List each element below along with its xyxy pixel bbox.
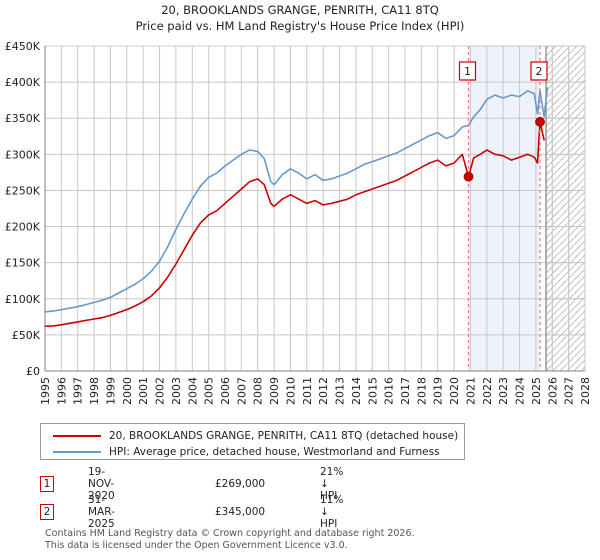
transaction-row-1: 1 19-NOV-2020 £269,000 21% ↓ HPI bbox=[40, 466, 343, 502]
chart-legend: 20, BROOKLANDS GRANGE, PENRITH, CA11 8TQ… bbox=[40, 423, 465, 460]
svg-text:2013: 2013 bbox=[334, 377, 347, 405]
transaction-date-2: 31-MAR-2025 bbox=[88, 494, 115, 530]
svg-text:2014: 2014 bbox=[350, 377, 363, 405]
legend-item-hpi: HPI: Average price, detached house, West… bbox=[41, 444, 464, 460]
svg-text:£450K: £450K bbox=[5, 40, 41, 53]
svg-text:2025: 2025 bbox=[530, 377, 543, 405]
footer-line2: This data is licensed under the Open Gov… bbox=[45, 539, 348, 551]
svg-text:2: 2 bbox=[536, 65, 543, 78]
svg-text:2003: 2003 bbox=[170, 377, 183, 405]
transaction-badge-1: 1 bbox=[40, 476, 54, 492]
svg-text:£100K: £100K bbox=[5, 293, 41, 306]
svg-text:1: 1 bbox=[464, 65, 471, 78]
svg-text:£400K: £400K bbox=[5, 76, 41, 89]
svg-text:2005: 2005 bbox=[203, 377, 216, 405]
footer-attribution: Contains HM Land Registry data © Crown c… bbox=[45, 528, 585, 551]
transaction-row-2: 2 31-MAR-2025 £345,000 11% ↓ HPI bbox=[40, 494, 343, 530]
page-title-line2: Price paid vs. HM Land Registry's House … bbox=[135, 19, 465, 33]
svg-text:£0: £0 bbox=[26, 365, 40, 378]
svg-text:2006: 2006 bbox=[219, 377, 232, 405]
svg-text:2011: 2011 bbox=[301, 377, 314, 405]
svg-text:1995: 1995 bbox=[39, 377, 52, 405]
svg-text:2028: 2028 bbox=[579, 377, 592, 405]
footer-line1: Contains HM Land Registry data © Crown c… bbox=[45, 528, 415, 539]
svg-text:2012: 2012 bbox=[317, 377, 330, 405]
transaction-price-1: £269,000 bbox=[215, 478, 266, 490]
transaction-hpi-delta-1: 21% ↓ HPI bbox=[320, 466, 344, 502]
svg-text:£350K: £350K bbox=[5, 112, 41, 125]
svg-text:2026: 2026 bbox=[546, 377, 559, 405]
svg-text:2018: 2018 bbox=[415, 377, 428, 405]
svg-text:2021: 2021 bbox=[464, 377, 477, 405]
svg-text:2023: 2023 bbox=[497, 377, 510, 405]
svg-text:2008: 2008 bbox=[252, 377, 265, 405]
legend-label-price-paid: 20, BROOKLANDS GRANGE, PENRITH, CA11 8TQ… bbox=[109, 430, 459, 442]
svg-text:2004: 2004 bbox=[186, 377, 199, 405]
svg-text:1996: 1996 bbox=[55, 377, 68, 405]
svg-text:1997: 1997 bbox=[72, 377, 85, 405]
svg-text:2007: 2007 bbox=[235, 377, 248, 405]
svg-text:£250K: £250K bbox=[5, 184, 41, 197]
svg-text:2019: 2019 bbox=[432, 377, 445, 405]
svg-text:2009: 2009 bbox=[268, 377, 281, 405]
transaction-date-1: 19-NOV-2020 bbox=[88, 466, 115, 502]
transaction-badge-2: 2 bbox=[40, 504, 54, 520]
svg-text:2027: 2027 bbox=[563, 377, 576, 405]
svg-text:£200K: £200K bbox=[5, 221, 41, 234]
svg-text:2015: 2015 bbox=[366, 377, 379, 405]
svg-text:£150K: £150K bbox=[5, 257, 41, 270]
svg-text:2017: 2017 bbox=[399, 377, 412, 405]
svg-text:2020: 2020 bbox=[448, 377, 461, 405]
svg-text:£300K: £300K bbox=[5, 148, 41, 161]
svg-text:2000: 2000 bbox=[121, 377, 134, 405]
svg-text:1998: 1998 bbox=[88, 377, 101, 405]
svg-text:2024: 2024 bbox=[514, 377, 527, 405]
svg-text:2002: 2002 bbox=[154, 377, 167, 405]
legend-swatch-hpi bbox=[53, 451, 101, 453]
svg-text:2016: 2016 bbox=[383, 377, 396, 405]
legend-label-hpi: HPI: Average price, detached house, West… bbox=[109, 446, 440, 458]
page-title-line1: 20, BROOKLANDS GRANGE, PENRITH, CA11 8TQ bbox=[161, 3, 439, 17]
chart-svg: £0 £50K £100K £150K £200K £250K £300K £350K £400… bbox=[5, 40, 592, 405]
svg-text:1999: 1999 bbox=[104, 377, 117, 405]
legend-swatch-price-paid bbox=[53, 435, 101, 437]
svg-text:2010: 2010 bbox=[284, 377, 297, 405]
price-chart: £0 £50K £100K £150K £200K £250K £300K £350K £400… bbox=[5, 40, 592, 405]
svg-text:2001: 2001 bbox=[137, 377, 150, 405]
chart-titles: 20, BROOKLANDS GRANGE, PENRITH, CA11 8TQ… bbox=[0, 2, 600, 34]
svg-text:2022: 2022 bbox=[481, 377, 494, 405]
svg-text:£50K: £50K bbox=[12, 329, 41, 342]
legend-item-price-paid: 20, BROOKLANDS GRANGE, PENRITH, CA11 8TQ… bbox=[41, 428, 464, 444]
transaction-price-2: £345,000 bbox=[215, 506, 266, 518]
transaction-hpi-delta-2: 11% ↓ HPI bbox=[320, 494, 344, 530]
